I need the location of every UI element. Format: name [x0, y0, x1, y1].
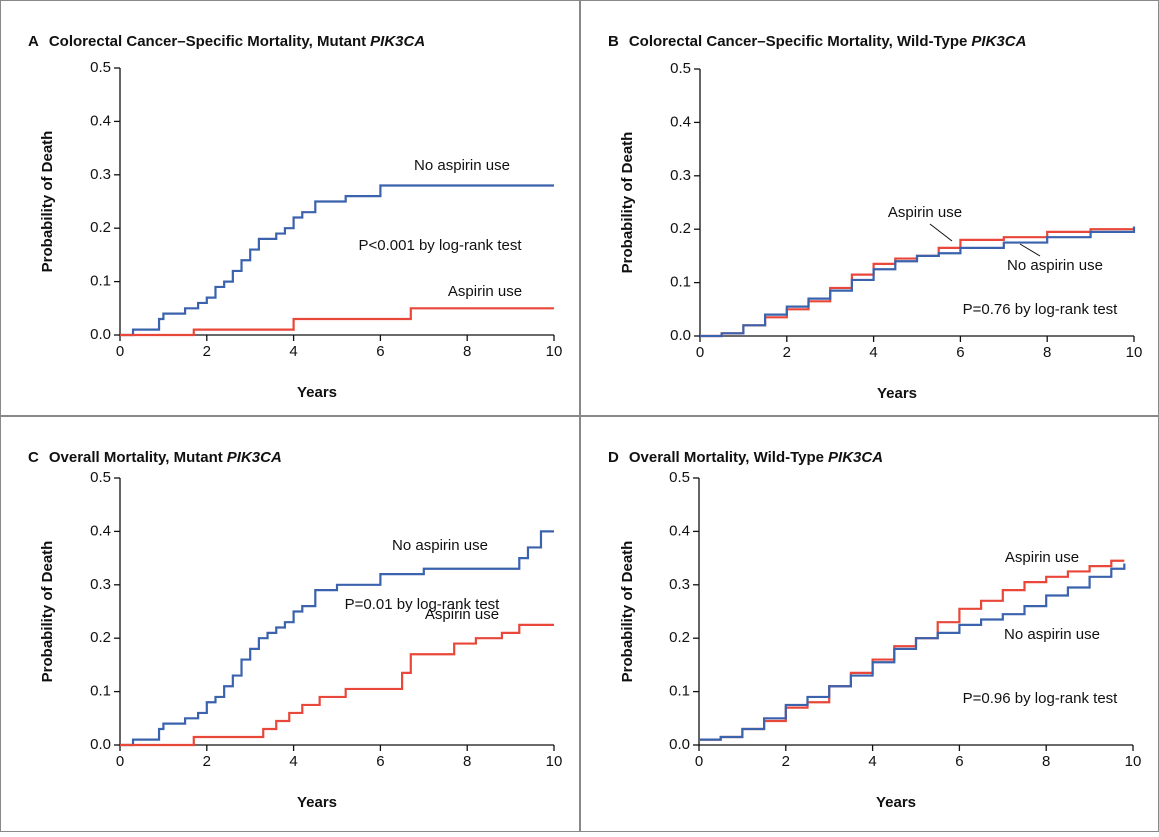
- annotation: P<0.001 by log-rank test: [358, 237, 522, 254]
- x-tick-label: 0: [116, 753, 124, 770]
- y-tick-label: 0.1: [670, 274, 691, 291]
- x-tick-label: 8: [1042, 753, 1050, 770]
- x-axis-label: Years: [876, 794, 916, 811]
- annotation: P=0.76 by log-rank test: [963, 301, 1119, 318]
- curve-label: Aspirin use: [425, 606, 499, 623]
- curve-label: No aspirin use: [1007, 257, 1103, 274]
- title-part: PIK3CA: [370, 33, 425, 50]
- curve-label: Aspirin use: [448, 283, 522, 300]
- y-tick-label: 0.5: [669, 469, 690, 486]
- title-part: PIK3CA: [227, 449, 282, 466]
- y-axis-label: Probability of Death: [619, 132, 636, 274]
- x-tick-label: 8: [463, 753, 471, 770]
- panel-title: C Overall Mortality, Mutant PIK3CA: [28, 449, 282, 466]
- x-tick-label: 6: [376, 343, 384, 360]
- y-tick-label: 0.4: [670, 113, 691, 130]
- title-part: Colorectal Cancer–Specific Mortality, Mu…: [49, 33, 366, 50]
- x-tick-label: 0: [695, 753, 703, 770]
- survival-curve: [699, 563, 1126, 741]
- x-tick-label: 2: [783, 344, 791, 361]
- x-tick-label: 10: [546, 753, 563, 770]
- title-part: A: [28, 33, 39, 50]
- y-tick-label: 0.1: [90, 273, 111, 290]
- y-tick-label: 0.3: [90, 576, 111, 593]
- y-axis-label: Probability of Death: [39, 541, 56, 683]
- y-tick-label: 0.1: [90, 683, 111, 700]
- y-tick-label: 0.0: [670, 327, 691, 344]
- y-axis-label: Probability of Death: [39, 131, 56, 273]
- survival-curve: [120, 530, 554, 747]
- title-part: Colorectal Cancer–Specific Mortality, Wi…: [629, 33, 968, 50]
- x-tick-label: 6: [955, 753, 963, 770]
- curve-label: Aspirin use: [888, 204, 962, 221]
- x-tick-label: 10: [1126, 344, 1143, 361]
- x-tick-label: 0: [116, 343, 124, 360]
- y-tick-label: 0.4: [669, 522, 690, 539]
- x-tick-label: 6: [376, 753, 384, 770]
- y-tick-label: 0.2: [670, 220, 691, 237]
- x-tick-label: 10: [1125, 753, 1142, 770]
- y-tick-label: 0.5: [90, 59, 111, 76]
- annotation: P=0.96 by log-rank test: [963, 690, 1119, 707]
- title-part: B: [608, 33, 619, 50]
- survival-curve: [120, 307, 554, 337]
- x-tick-label: 8: [1043, 344, 1051, 361]
- x-tick-label: 10: [546, 343, 563, 360]
- y-tick-label: 0.0: [669, 736, 690, 753]
- survival-curve: [120, 623, 554, 747]
- title-part: PIK3CA: [828, 449, 883, 466]
- x-tick-label: 8: [463, 343, 471, 360]
- panel-title: A Colorectal Cancer–Specific Mortality, M…: [28, 33, 425, 50]
- x-tick-label: 4: [289, 343, 297, 360]
- y-tick-label: 0.0: [90, 736, 111, 753]
- annotation: P=0.01 by log-rank test: [345, 596, 501, 613]
- curve-label: No aspirin use: [414, 157, 510, 174]
- x-axis-label: Years: [297, 384, 337, 401]
- y-tick-label: 0.2: [90, 219, 111, 236]
- y-tick-label: 0.4: [90, 522, 111, 539]
- x-tick-label: 4: [868, 753, 876, 770]
- x-tick-label: 4: [869, 344, 877, 361]
- curve-label: No aspirin use: [1004, 626, 1100, 643]
- title-part: Overall Mortality, Wild-Type: [629, 449, 824, 466]
- y-axis-label: Probability of Death: [619, 541, 636, 683]
- curve-label: Aspirin use: [1005, 549, 1079, 566]
- y-tick-label: 0.2: [669, 629, 690, 646]
- title-part: D: [608, 449, 619, 466]
- x-tick-label: 2: [203, 753, 211, 770]
- y-tick-label: 0.5: [670, 60, 691, 77]
- y-tick-label: 0.1: [669, 683, 690, 700]
- leader-line: [929, 223, 953, 242]
- title-part: C: [28, 449, 39, 466]
- x-tick-label: 2: [203, 343, 211, 360]
- y-tick-label: 0.4: [90, 112, 111, 129]
- survival-curve: [120, 184, 554, 337]
- x-tick-label: 4: [289, 753, 297, 770]
- survival-curve: [700, 226, 1136, 338]
- curve-label: No aspirin use: [392, 537, 488, 554]
- y-tick-label: 0.0: [90, 326, 111, 343]
- panel-title: D Overall Mortality, Wild-Type PIK3CA: [608, 449, 883, 466]
- x-tick-label: 0: [696, 344, 704, 361]
- y-tick-label: 0.5: [90, 469, 111, 486]
- y-tick-label: 0.3: [670, 167, 691, 184]
- y-tick-label: 0.3: [669, 576, 690, 593]
- y-tick-label: 0.2: [90, 629, 111, 646]
- x-axis-label: Years: [877, 385, 917, 402]
- y-tick-label: 0.3: [90, 166, 111, 183]
- x-tick-label: 6: [956, 344, 964, 361]
- x-axis-label: Years: [297, 794, 337, 811]
- panel-title: B Colorectal Cancer–Specific Mortality, W…: [608, 33, 1026, 50]
- leader-line: [1019, 243, 1041, 257]
- title-part: Overall Mortality, Mutant: [49, 449, 223, 466]
- x-tick-label: 2: [782, 753, 790, 770]
- title-part: PIK3CA: [971, 33, 1026, 50]
